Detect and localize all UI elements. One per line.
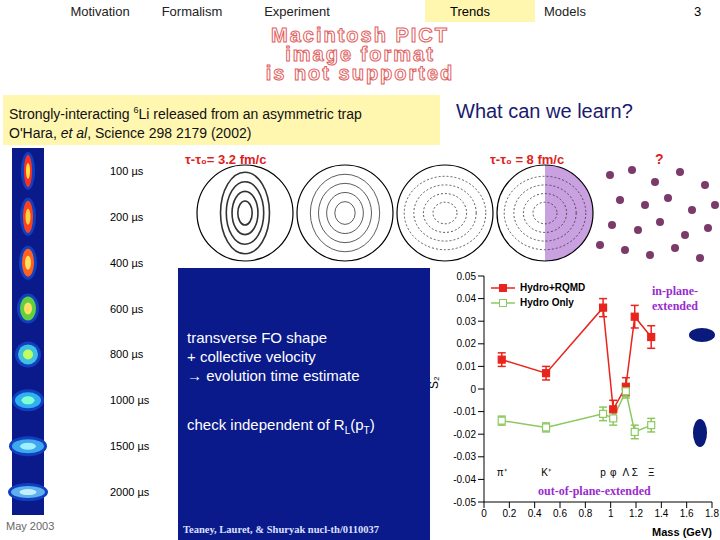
svg-text:1: 1 bbox=[608, 508, 614, 519]
html-text:out-of-plane-extended: out-of-plane-extended bbox=[538, 484, 651, 498]
svg-text:800 µs: 800 µs bbox=[110, 348, 144, 360]
svg-text:0.4: 0.4 bbox=[528, 508, 542, 519]
svg-text:-0.01: -0.01 bbox=[453, 406, 476, 417]
html-text:O'Hara, et al, Science 298 217: O'Hara, et al, Science 298 2179 (2002) bbox=[9, 124, 252, 141]
svg-text:Macintosh PICT: Macintosh PICT bbox=[271, 24, 449, 46]
svg-text:τ-τ₀= 3.2 fm/c: τ-τ₀= 3.2 fm/c bbox=[185, 152, 266, 167]
svg-text:0.05: 0.05 bbox=[457, 271, 477, 282]
svg-text:-0.04: -0.04 bbox=[453, 474, 476, 485]
html-text:May 2003: May 2003 bbox=[6, 520, 55, 532]
svg-text:0: 0 bbox=[470, 384, 476, 395]
svg-text:1.6: 1.6 bbox=[680, 508, 694, 519]
svg-text:is not supported: is not supported bbox=[266, 62, 455, 84]
svg-text:φ: φ bbox=[610, 467, 617, 478]
html-text:What can we learn?: What can we learn? bbox=[456, 100, 633, 122]
svg-text:0: 0 bbox=[481, 508, 487, 519]
svg-text:Ξ: Ξ bbox=[648, 467, 655, 478]
html-text:Experiment: Experiment bbox=[264, 4, 330, 19]
html-text:Formalism: Formalism bbox=[161, 4, 223, 19]
svg-text:0.8: 0.8 bbox=[578, 508, 592, 519]
html-text:Hydro Only: Hydro Only bbox=[520, 297, 574, 308]
svg-text:p: p bbox=[600, 467, 606, 478]
svg-text:400 µs: 400 µs bbox=[110, 257, 144, 269]
svg-text:0.6: 0.6 bbox=[553, 508, 567, 519]
html-text:Hydro+RQMD: Hydro+RQMD bbox=[520, 282, 586, 293]
svg-text:1.4: 1.4 bbox=[654, 508, 668, 519]
svg-text:τ-τ₀ = 8 fm/c: τ-τ₀ = 8 fm/c bbox=[490, 152, 564, 167]
html-text:Teaney, Lauret, & Shuryak nucl: Teaney, Lauret, & Shuryak nucl-th/011003… bbox=[183, 524, 379, 535]
svg-text:0.2: 0.2 bbox=[502, 508, 516, 519]
svg-text:π⁺: π⁺ bbox=[497, 467, 508, 478]
html-text:in-plane-extended: in-plane-extended bbox=[652, 284, 698, 313]
html-text:+ collective velocity: + collective velocity bbox=[187, 348, 316, 365]
svg-text:0.04: 0.04 bbox=[457, 293, 477, 304]
html-text:3: 3 bbox=[694, 4, 702, 19]
html-text:Models: Models bbox=[544, 4, 586, 19]
svg-text:1500 µs: 1500 µs bbox=[110, 440, 150, 452]
html-text:Motivation: Motivation bbox=[70, 4, 130, 19]
svg-text:Σ: Σ bbox=[632, 467, 638, 478]
svg-text:Mass (GeV): Mass (GeV) bbox=[652, 526, 712, 538]
svg-text:2000 µs: 2000 µs bbox=[110, 486, 150, 498]
svg-text:1.8: 1.8 bbox=[705, 508, 712, 519]
svg-text:-0.03: -0.03 bbox=[453, 451, 476, 462]
svg-text:1.2: 1.2 bbox=[629, 508, 643, 519]
svg-text:0.01: 0.01 bbox=[457, 361, 477, 372]
html-text:transverse FO shape: transverse FO shape bbox=[187, 329, 328, 346]
svg-text:600 µs: 600 µs bbox=[110, 303, 144, 315]
svg-text:1000 µs: 1000 µs bbox=[110, 394, 150, 406]
html-text:check independent of RL(pT): check independent of RL(pT) bbox=[187, 416, 375, 436]
svg-text:-0.02: -0.02 bbox=[453, 429, 476, 440]
svg-text:0.03: 0.03 bbox=[457, 316, 477, 327]
svg-text:200 µs: 200 µs bbox=[110, 211, 144, 223]
svg-text:0.02: 0.02 bbox=[457, 338, 477, 349]
html-text:Trends: Trends bbox=[450, 4, 490, 19]
svg-text:S₂: S₂ bbox=[430, 376, 441, 389]
svg-text:Λ: Λ bbox=[623, 467, 630, 478]
svg-text:K⁺: K⁺ bbox=[541, 467, 552, 478]
html-text:Strongly-interacting6Li releas: Strongly-interacting6Li released from an… bbox=[9, 105, 362, 122]
svg-text:-0.05: -0.05 bbox=[453, 497, 476, 508]
html-text:→ evolution time estimate: → evolution time estimate bbox=[187, 367, 360, 384]
svg-text:image format: image format bbox=[285, 43, 435, 65]
svg-text:100 µs: 100 µs bbox=[110, 165, 144, 177]
svg-text:?: ? bbox=[655, 151, 664, 167]
